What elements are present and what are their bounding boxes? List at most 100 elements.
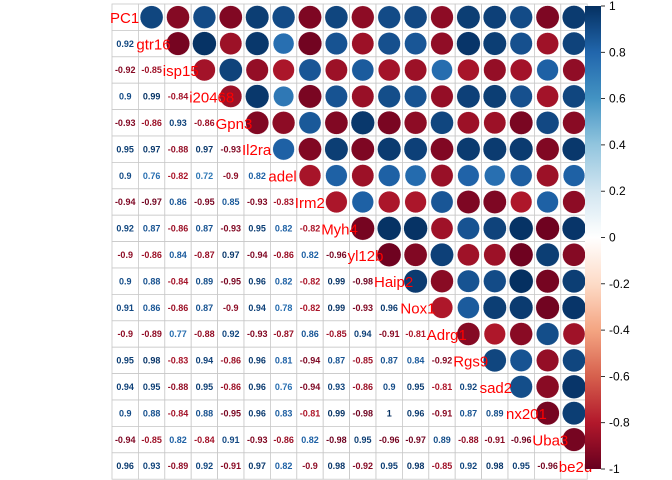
correlation-circle	[377, 32, 401, 56]
grid-cell	[190, 161, 218, 190]
grid-cell	[375, 267, 403, 295]
correlation-value: 0.78	[275, 303, 293, 313]
correlation-value: -0.93	[247, 329, 268, 339]
correlation-circle	[535, 295, 560, 320]
correlation-value: -0.91	[432, 408, 453, 418]
correlation-circle	[219, 5, 243, 29]
correlation-value: 0.87	[196, 224, 214, 234]
correlation-circle	[562, 5, 586, 30]
correlation-value: 0.87	[328, 356, 346, 366]
correlation-value: -0.9	[302, 461, 318, 471]
grid-cell	[243, 373, 271, 401]
correlation-value: 0.9	[119, 171, 132, 181]
correlation-value: -0.9	[223, 171, 239, 181]
variable-label: nx201	[506, 406, 547, 423]
correlation-circle	[510, 58, 533, 82]
correlation-value: -0.98	[353, 408, 374, 418]
correlation-value: -0.85	[141, 65, 162, 75]
correlation-value: 0.93	[143, 461, 161, 471]
correlation-value: -0.82	[168, 171, 189, 181]
correlation-value: -0.84	[194, 435, 215, 445]
correlation-value: 0.82	[275, 461, 293, 471]
correlation-value: 0.82	[248, 171, 266, 181]
correlation-value: 0.84	[169, 250, 187, 260]
correlation-value: 0.96	[380, 303, 398, 313]
grid-cell	[190, 452, 218, 480]
correlation-value: 0.89	[486, 408, 504, 418]
correlation-circle	[510, 190, 533, 213]
correlation-value: 0.84	[407, 356, 425, 366]
grid-cell	[111, 135, 139, 163]
correlation-value: 0.9	[119, 276, 132, 286]
correlation-circle	[298, 137, 322, 161]
correlation-circle	[404, 190, 427, 214]
correlation-circle	[483, 58, 507, 82]
grid-cell	[454, 452, 483, 480]
grid-cell	[137, 188, 166, 216]
colorbar-tick-label: 0.4	[609, 138, 626, 152]
grid-cell	[322, 320, 351, 348]
correlation-value: 0.92	[196, 461, 214, 471]
correlation-value: -0.96	[537, 461, 558, 471]
correlation-value: 0.87	[143, 224, 161, 234]
variable-label: Adrg1	[427, 327, 467, 344]
correlation-value: -0.95	[221, 408, 242, 418]
correlation-circle	[535, 375, 560, 399]
grid-cell	[428, 346, 456, 375]
grid-cell	[296, 188, 324, 216]
correlation-circle	[535, 401, 560, 426]
grid-cell	[164, 346, 192, 375]
correlation-value: -0.93	[221, 224, 242, 234]
correlation-circle	[483, 269, 507, 293]
variable-label: gtr16	[136, 37, 170, 54]
grid-cell	[375, 425, 403, 454]
grid-cell	[217, 452, 245, 480]
grid-cell	[190, 293, 218, 322]
grid-cell	[481, 425, 509, 454]
correlation-circle	[430, 164, 454, 187]
correlation-circle	[509, 216, 534, 241]
grid-cell	[243, 320, 271, 348]
grid-cell	[296, 452, 324, 480]
correlation-value: -0.87	[273, 329, 294, 339]
correlation-value: -0.94	[115, 435, 136, 445]
correlation-circle	[536, 322, 560, 346]
correlation-circle	[378, 58, 401, 82]
grid-cell	[217, 373, 245, 401]
correlation-circle	[456, 137, 481, 162]
colorbar-tick-label: 0.8	[609, 45, 626, 59]
correlation-circle	[298, 84, 322, 109]
correlation-circle	[482, 295, 507, 320]
correlation-circle	[482, 31, 507, 56]
grid-cell	[190, 214, 218, 242]
grid-cell	[111, 293, 139, 322]
grid-cell	[269, 214, 298, 242]
correlation-value: -0.81	[405, 329, 426, 339]
grid-cell	[401, 452, 430, 480]
grid-cell	[217, 399, 245, 427]
correlation-circle	[509, 295, 534, 320]
correlation-circle	[139, 5, 164, 29]
colorbar-gradient	[585, 6, 601, 469]
grid-cell	[322, 293, 351, 322]
correlation-circle	[561, 374, 587, 399]
correlation-value: 0.98	[143, 356, 161, 366]
correlation-value: 0.81	[275, 356, 293, 366]
correlation-circle	[510, 164, 533, 187]
correlation-value: -0.83	[168, 356, 189, 366]
correlation-circle	[562, 190, 586, 214]
correlation-circle	[562, 243, 586, 267]
correlation-circle	[245, 31, 270, 56]
variable-label: sad2	[480, 380, 513, 397]
grid-cell	[137, 109, 166, 137]
correlation-value: -0.96	[326, 250, 347, 260]
correlation-circle	[456, 84, 481, 109]
correlation-value: 0.98	[486, 461, 504, 471]
matrix-cells: 0.92 -0.92 -0.85 0.9 0.99 -0.84 -0.93 -0.86 0.93…	[111, 3, 588, 480]
correlation-circle	[562, 401, 586, 426]
correlation-value: -0.86	[221, 356, 242, 366]
correlation-circle	[483, 243, 507, 267]
correlation-circle	[509, 242, 534, 267]
correlation-value: -0.87	[194, 250, 215, 260]
correlation-circle	[483, 348, 507, 373]
